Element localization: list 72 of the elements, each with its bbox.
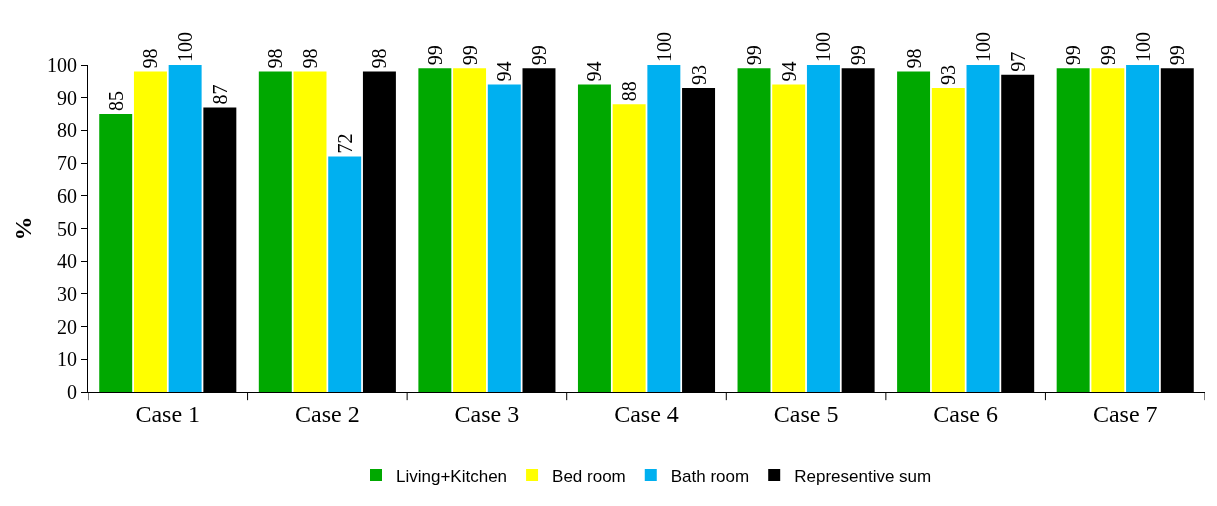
data-label: 99 — [527, 45, 550, 66]
data-label: 98 — [299, 48, 322, 69]
y-tick-label: 50 — [57, 217, 77, 240]
bar — [1126, 65, 1160, 392]
data-label: 93 — [687, 64, 710, 85]
bar — [647, 65, 681, 392]
data-label: 94 — [493, 61, 516, 82]
bar — [737, 68, 771, 392]
data-label: 97 — [1006, 51, 1029, 72]
data-label: 99 — [1062, 45, 1085, 66]
data-label: 99 — [458, 45, 481, 66]
data-label: 100 — [652, 32, 675, 62]
bar — [931, 87, 965, 392]
y-tick-label: 40 — [57, 250, 77, 273]
x-tick-label: Case 3 — [454, 400, 520, 427]
x-tick-label: Case 2 — [295, 400, 360, 427]
bar — [772, 84, 806, 392]
bar — [99, 114, 133, 392]
y-tick-label: 30 — [57, 282, 77, 305]
y-tick-label: 20 — [57, 315, 77, 338]
x-tick-label: Case 1 — [135, 400, 201, 427]
y-axis-title: % — [10, 216, 37, 241]
bar — [612, 104, 646, 392]
x-tick-label: Case 6 — [933, 400, 998, 427]
data-label: 72 — [333, 133, 356, 154]
data-label: 100 — [971, 32, 994, 62]
y-tick-label: 100 — [47, 54, 77, 76]
data-label: 85 — [104, 91, 127, 112]
legend-label: Bath room — [670, 466, 750, 486]
bar — [1091, 68, 1125, 392]
y-tick-label: 10 — [57, 348, 77, 371]
bar — [577, 84, 611, 392]
data-label: 93 — [937, 64, 960, 85]
data-label: 99 — [423, 45, 446, 66]
data-label: 87 — [208, 84, 231, 105]
bar — [168, 65, 202, 392]
data-label: 94 — [583, 61, 606, 82]
data-label: 88 — [618, 81, 641, 102]
data-label: 98 — [139, 48, 162, 69]
y-tick-label: 70 — [57, 152, 77, 175]
data-label: 94 — [777, 61, 800, 82]
data-label: 100 — [812, 32, 835, 62]
bar — [328, 156, 362, 392]
data-label: 100 — [174, 32, 197, 62]
data-label: 99 — [1166, 45, 1189, 66]
y-tick-label: 60 — [57, 184, 77, 207]
bar — [966, 65, 1000, 392]
legend-label: Bed room — [552, 466, 626, 486]
data-label: 98 — [368, 48, 391, 69]
legend-label: Representive sum — [794, 466, 932, 486]
bar — [258, 71, 292, 392]
bar — [133, 71, 167, 392]
bar — [487, 84, 521, 392]
data-label: 98 — [902, 48, 925, 69]
data-label: 99 — [743, 45, 766, 66]
bar — [293, 71, 327, 392]
x-tick-label: Case 4 — [614, 400, 679, 427]
data-label: 100 — [1131, 32, 1154, 62]
data-label: 98 — [264, 48, 287, 69]
y-tick-label: 80 — [57, 119, 77, 142]
y-tick-label: 0 — [67, 381, 77, 403]
bar — [453, 68, 487, 392]
x-tick-label: Case 7 — [1092, 400, 1158, 427]
bar — [1056, 68, 1090, 392]
bar — [418, 68, 452, 392]
y-tick-label: 90 — [57, 86, 77, 109]
bar — [806, 65, 840, 392]
bar — [897, 71, 931, 392]
data-label: 99 — [847, 45, 870, 66]
legend-label: Living+Kitchen — [396, 466, 508, 486]
x-tick-label: Case 5 — [773, 400, 839, 427]
data-label: 99 — [1096, 45, 1119, 66]
